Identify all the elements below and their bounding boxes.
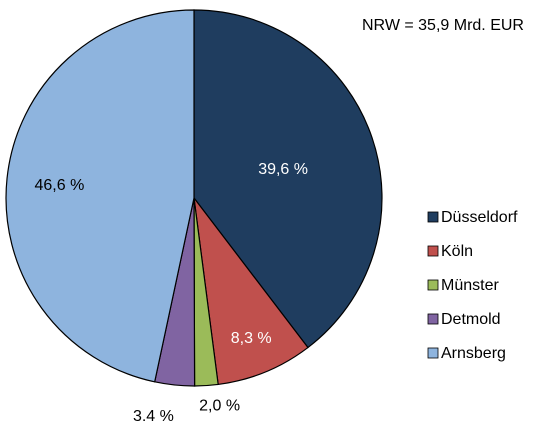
- slice-labels: 39,6 % 8,3 % 2,0 % 3,4 % 46,6 %: [34, 161, 308, 421]
- total-annotation: NRW = 35,9 Mrd. EUR: [362, 17, 524, 34]
- pie-slice-düsseldorf: [193, 9, 383, 349]
- pie-slice-arnsberg: [5, 9, 195, 383]
- legend: Düsseldorf Köln Münster Detmold Arnsberg: [427, 209, 518, 362]
- legend-swatch-detmold: [427, 313, 439, 325]
- slice-label-arnsberg: 46,6 %: [34, 177, 84, 194]
- slice-label-köln: 8,3 %: [231, 330, 272, 347]
- legend-label-düsseldorf: Düsseldorf: [441, 209, 518, 226]
- legend-swatch-düsseldorf: [427, 211, 439, 223]
- legend-label-detmold: Detmold: [441, 311, 501, 328]
- slice-label-düsseldorf: 39,6 %: [258, 161, 308, 178]
- legend-label-münster: Münster: [441, 277, 499, 294]
- legend-label-köln: Köln: [441, 243, 473, 260]
- slice-label-münster: 2,0 %: [199, 397, 240, 414]
- legend-label-arnsberg: Arnsberg: [441, 345, 506, 362]
- slice-label-detmold: 3,4 %: [133, 408, 174, 421]
- legend-swatch-arnsberg: [427, 347, 439, 359]
- legend-swatch-köln: [427, 245, 439, 257]
- pie-slice-köln: [193, 195, 309, 386]
- pie-slices: [5, 9, 383, 387]
- legend-swatch-münster: [427, 279, 439, 291]
